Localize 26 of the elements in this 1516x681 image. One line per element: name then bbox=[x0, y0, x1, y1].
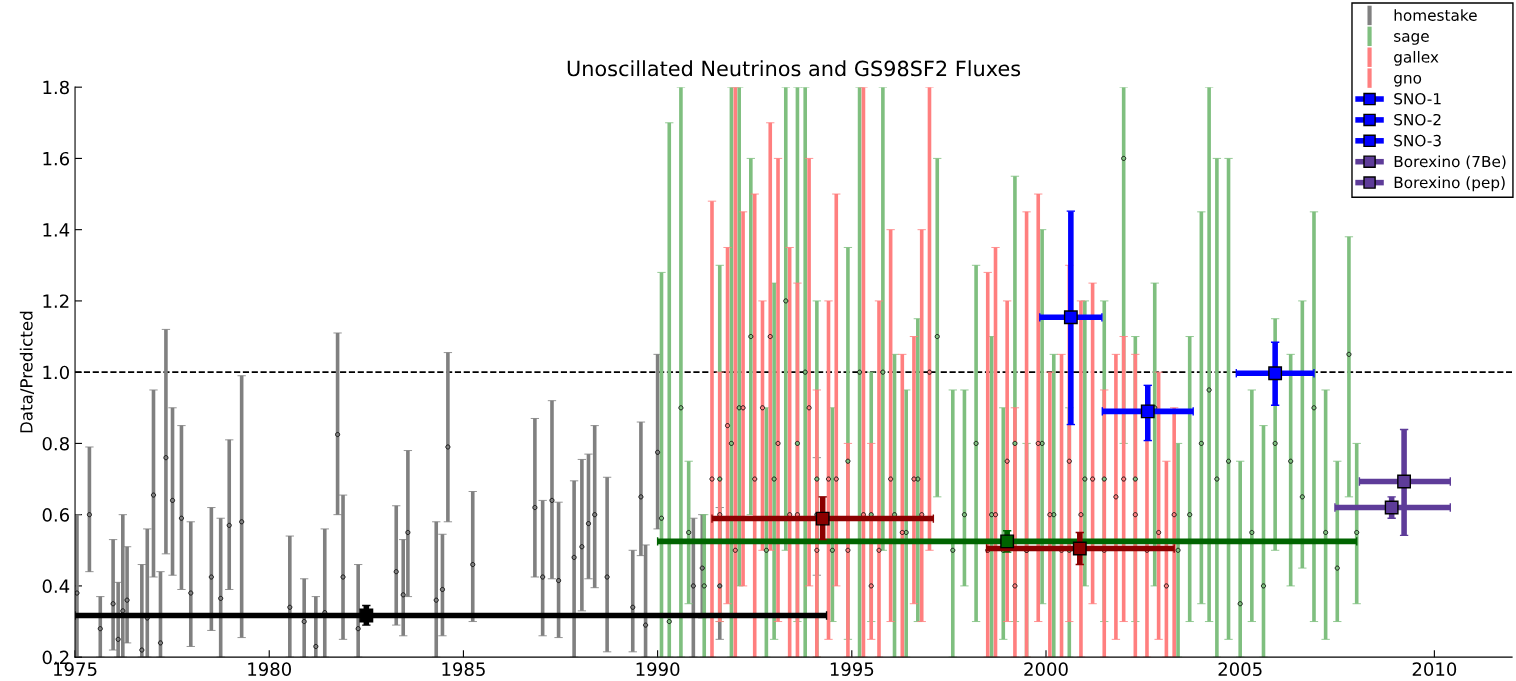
y-tick-label: 1.0 bbox=[43, 365, 69, 380]
legend-label: gno bbox=[1394, 74, 1422, 87]
y-axis-title: Data/Predicted bbox=[19, 311, 34, 433]
legend-label: SNO-3 bbox=[1394, 134, 1441, 147]
x-tick-label: 1985 bbox=[442, 662, 485, 676]
legend-label: SNO-1 bbox=[1394, 93, 1441, 105]
y-tick-label: 1.2 bbox=[43, 294, 69, 308]
legend-label: sage bbox=[1394, 33, 1429, 45]
x-tick-label: 1980 bbox=[248, 662, 292, 676]
y-tick-label: 0.8 bbox=[42, 436, 69, 451]
y-tick-label: 1.8 bbox=[43, 80, 69, 95]
legend-label: homestake bbox=[1394, 9, 1477, 21]
x-tick-label: 2010 bbox=[1412, 662, 1457, 676]
legend-label: SNO-2 bbox=[1394, 113, 1441, 126]
x-tick-label: 1995 bbox=[830, 662, 874, 676]
legend-label: Borexino (pep) bbox=[1394, 176, 1505, 192]
legend-label: Borexino (7Be) bbox=[1394, 155, 1506, 170]
y-tick-label: 0.4 bbox=[42, 579, 70, 594]
x-tick-label: 2000 bbox=[1024, 662, 1068, 676]
legend-label: gallex bbox=[1394, 50, 1439, 66]
y-tick-label: 0.6 bbox=[42, 508, 70, 522]
y-tick-label: 1.6 bbox=[43, 151, 70, 166]
x-tick-label: 2005 bbox=[1218, 662, 1262, 676]
chart-title: Unoscillated Neutrinos and GS98SF2 Fluxes bbox=[567, 60, 1021, 77]
y-tick-label: 1.4 bbox=[43, 223, 70, 237]
x-tick-label: 1990 bbox=[636, 662, 680, 676]
